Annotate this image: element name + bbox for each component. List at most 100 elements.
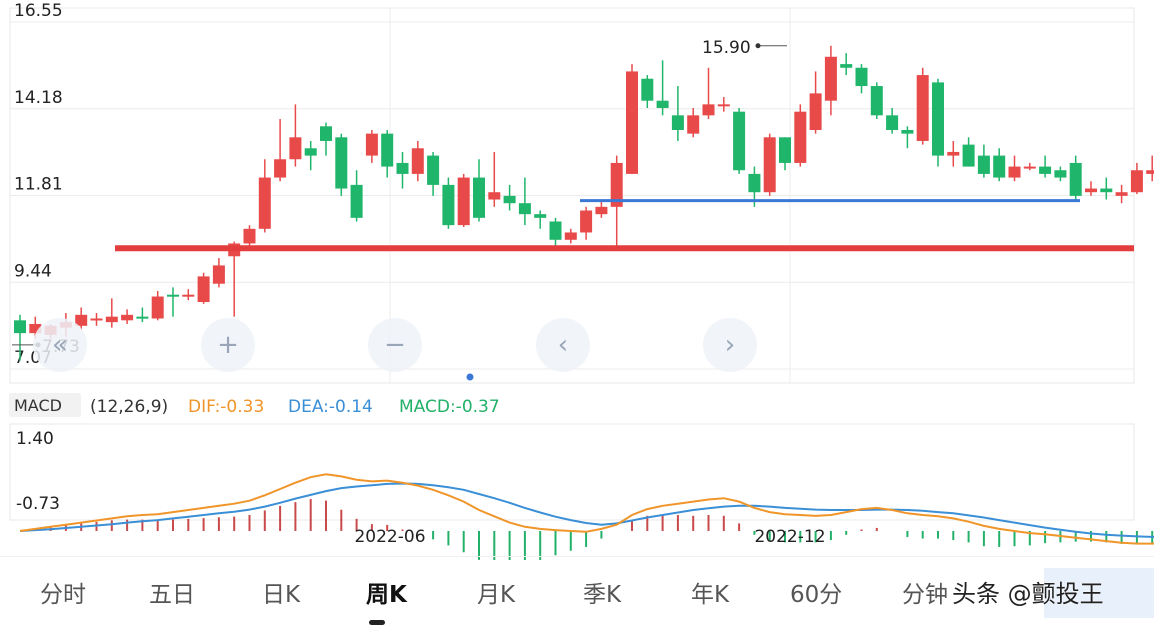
candle-body xyxy=(1008,166,1021,178)
candle-body xyxy=(136,316,149,319)
macd-y-tick-label: 1.40 xyxy=(16,429,54,449)
macd-value: MACD:-0.37 xyxy=(399,397,500,417)
divider xyxy=(0,556,1154,557)
candle-body xyxy=(488,192,501,200)
candle-body xyxy=(1130,170,1143,193)
tab-60-minute[interactable]: 60分 xyxy=(790,582,843,608)
candle-body xyxy=(304,148,317,156)
candle-body xyxy=(258,177,271,229)
candle-body xyxy=(656,100,669,109)
candle-body xyxy=(75,314,88,326)
zoom-in-icon-bg xyxy=(201,318,255,372)
candle-body xyxy=(595,206,608,215)
y-tick-label: 9.44 xyxy=(14,261,52,281)
candle-body xyxy=(717,104,730,107)
candle-body xyxy=(320,126,332,141)
candle-body xyxy=(243,228,256,244)
tab-yearly-k[interactable]: 年K xyxy=(691,582,730,608)
zoom-in-icon: + xyxy=(217,330,239,360)
scroll-left-fast-icon: « xyxy=(52,330,68,360)
candle-body xyxy=(733,111,746,171)
scroll-right-icon-bg xyxy=(703,318,757,372)
tab-five-day[interactable]: 五日 xyxy=(149,582,195,608)
candle-body xyxy=(1039,166,1052,174)
high-marker-dot xyxy=(755,43,761,49)
candle-body xyxy=(457,177,470,226)
candle-body xyxy=(518,203,531,215)
dif-line xyxy=(19,473,1154,545)
candle-body xyxy=(274,159,287,178)
candle-body xyxy=(702,104,715,116)
candle-body xyxy=(824,56,837,101)
candle-body xyxy=(641,78,654,101)
candle-body xyxy=(1146,170,1154,174)
candle-body xyxy=(396,162,409,174)
tab-weekly-k[interactable]: 周K xyxy=(366,582,407,608)
candle-body xyxy=(977,155,990,174)
candle-body xyxy=(840,64,853,68)
candle-body xyxy=(365,133,378,156)
tab-minute[interactable]: 分钟 xyxy=(902,582,948,608)
candle-body xyxy=(886,115,899,130)
macd-label-box xyxy=(9,393,81,417)
candle-body xyxy=(197,276,210,303)
candle-body xyxy=(1023,166,1036,169)
candle-body xyxy=(748,173,761,193)
tab-intraday[interactable]: 分时 xyxy=(40,582,86,608)
candle-body xyxy=(151,296,164,319)
dif-value: DIF:-0.33 xyxy=(188,397,264,417)
candle-body xyxy=(993,155,1006,178)
candle-body xyxy=(473,177,485,218)
stock-chart: 16.5514.1811.819.447.0715.907.73«+−‹›MAC… xyxy=(9,1,1154,560)
dea-value: DEA:-0.14 xyxy=(288,397,373,417)
candle-body xyxy=(1054,170,1067,178)
candle-body xyxy=(1069,162,1082,196)
candle-body xyxy=(212,265,225,284)
candle-body xyxy=(167,294,179,297)
candle-body xyxy=(29,323,42,334)
candle-body xyxy=(1115,192,1128,196)
candle-body xyxy=(671,115,684,130)
candle-body xyxy=(289,137,302,160)
zoom-out-icon: − xyxy=(384,330,406,360)
candle-body xyxy=(763,137,776,193)
candle-body xyxy=(549,221,562,240)
candle-body xyxy=(564,232,577,240)
candle-body xyxy=(794,111,807,163)
x-tick-label: 2022-06 xyxy=(354,527,425,547)
macd-y-tick-label: -0.73 xyxy=(16,494,60,514)
candle-body xyxy=(90,318,103,321)
macd-params: (12,26,9) xyxy=(90,397,168,417)
high-price-label: 15.90 xyxy=(702,38,751,58)
candle-body xyxy=(1085,188,1097,193)
scroll-left-fast-icon-bg xyxy=(33,318,87,372)
dea-line xyxy=(19,482,1154,538)
candle-body xyxy=(932,82,944,156)
zoom-out-icon-bg xyxy=(368,318,422,372)
candle-body xyxy=(687,115,700,134)
candle-body xyxy=(809,93,822,130)
watermark-background xyxy=(1044,568,1154,618)
tab-monthly-k[interactable]: 月K xyxy=(477,582,516,608)
candle-body xyxy=(779,137,791,163)
scroll-left-icon-bg xyxy=(536,318,590,372)
candle-body xyxy=(121,314,134,321)
y-tick-label: 11.81 xyxy=(14,175,63,195)
candle-body xyxy=(916,75,929,141)
candle-body xyxy=(350,184,363,218)
candle-body xyxy=(580,210,593,233)
candle-body xyxy=(534,214,547,218)
tab-quarterly-k[interactable]: 季K xyxy=(583,582,622,608)
candle-body xyxy=(335,137,348,189)
candle-body xyxy=(626,71,638,174)
page-dot xyxy=(466,373,474,381)
candle-body xyxy=(962,144,975,167)
candle-body xyxy=(610,162,623,207)
candle-body xyxy=(947,151,960,156)
x-tick-label: 2022-12 xyxy=(754,527,825,547)
candle-body xyxy=(427,155,440,185)
y-tick-label: 16.55 xyxy=(14,1,63,21)
scroll-left-icon: ‹ xyxy=(558,330,568,360)
tab-daily-k[interactable]: 日K xyxy=(262,582,301,608)
y-tick-label: 14.18 xyxy=(14,88,63,108)
